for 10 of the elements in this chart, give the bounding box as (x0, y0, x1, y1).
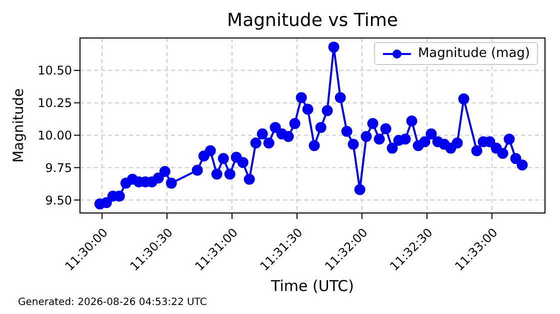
y-tick-label: 10.50 (38, 64, 72, 78)
chart-title: Magnitude vs Time (226, 10, 399, 31)
y-tick-label: 10.00 (38, 128, 72, 142)
y-tick-label: 9.75 (45, 160, 72, 175)
legend-label: Magnitude (mag) (418, 46, 530, 61)
x-axis-title: Time (UTC) (270, 277, 355, 295)
text: Generated: 2026-08-26 04:53:22 UTC (18, 297, 207, 308)
y-tick-label: 9.50 (45, 193, 72, 208)
y-axis-title: Magnitude (10, 88, 27, 163)
y-tick-label: 10.25 (38, 96, 72, 110)
